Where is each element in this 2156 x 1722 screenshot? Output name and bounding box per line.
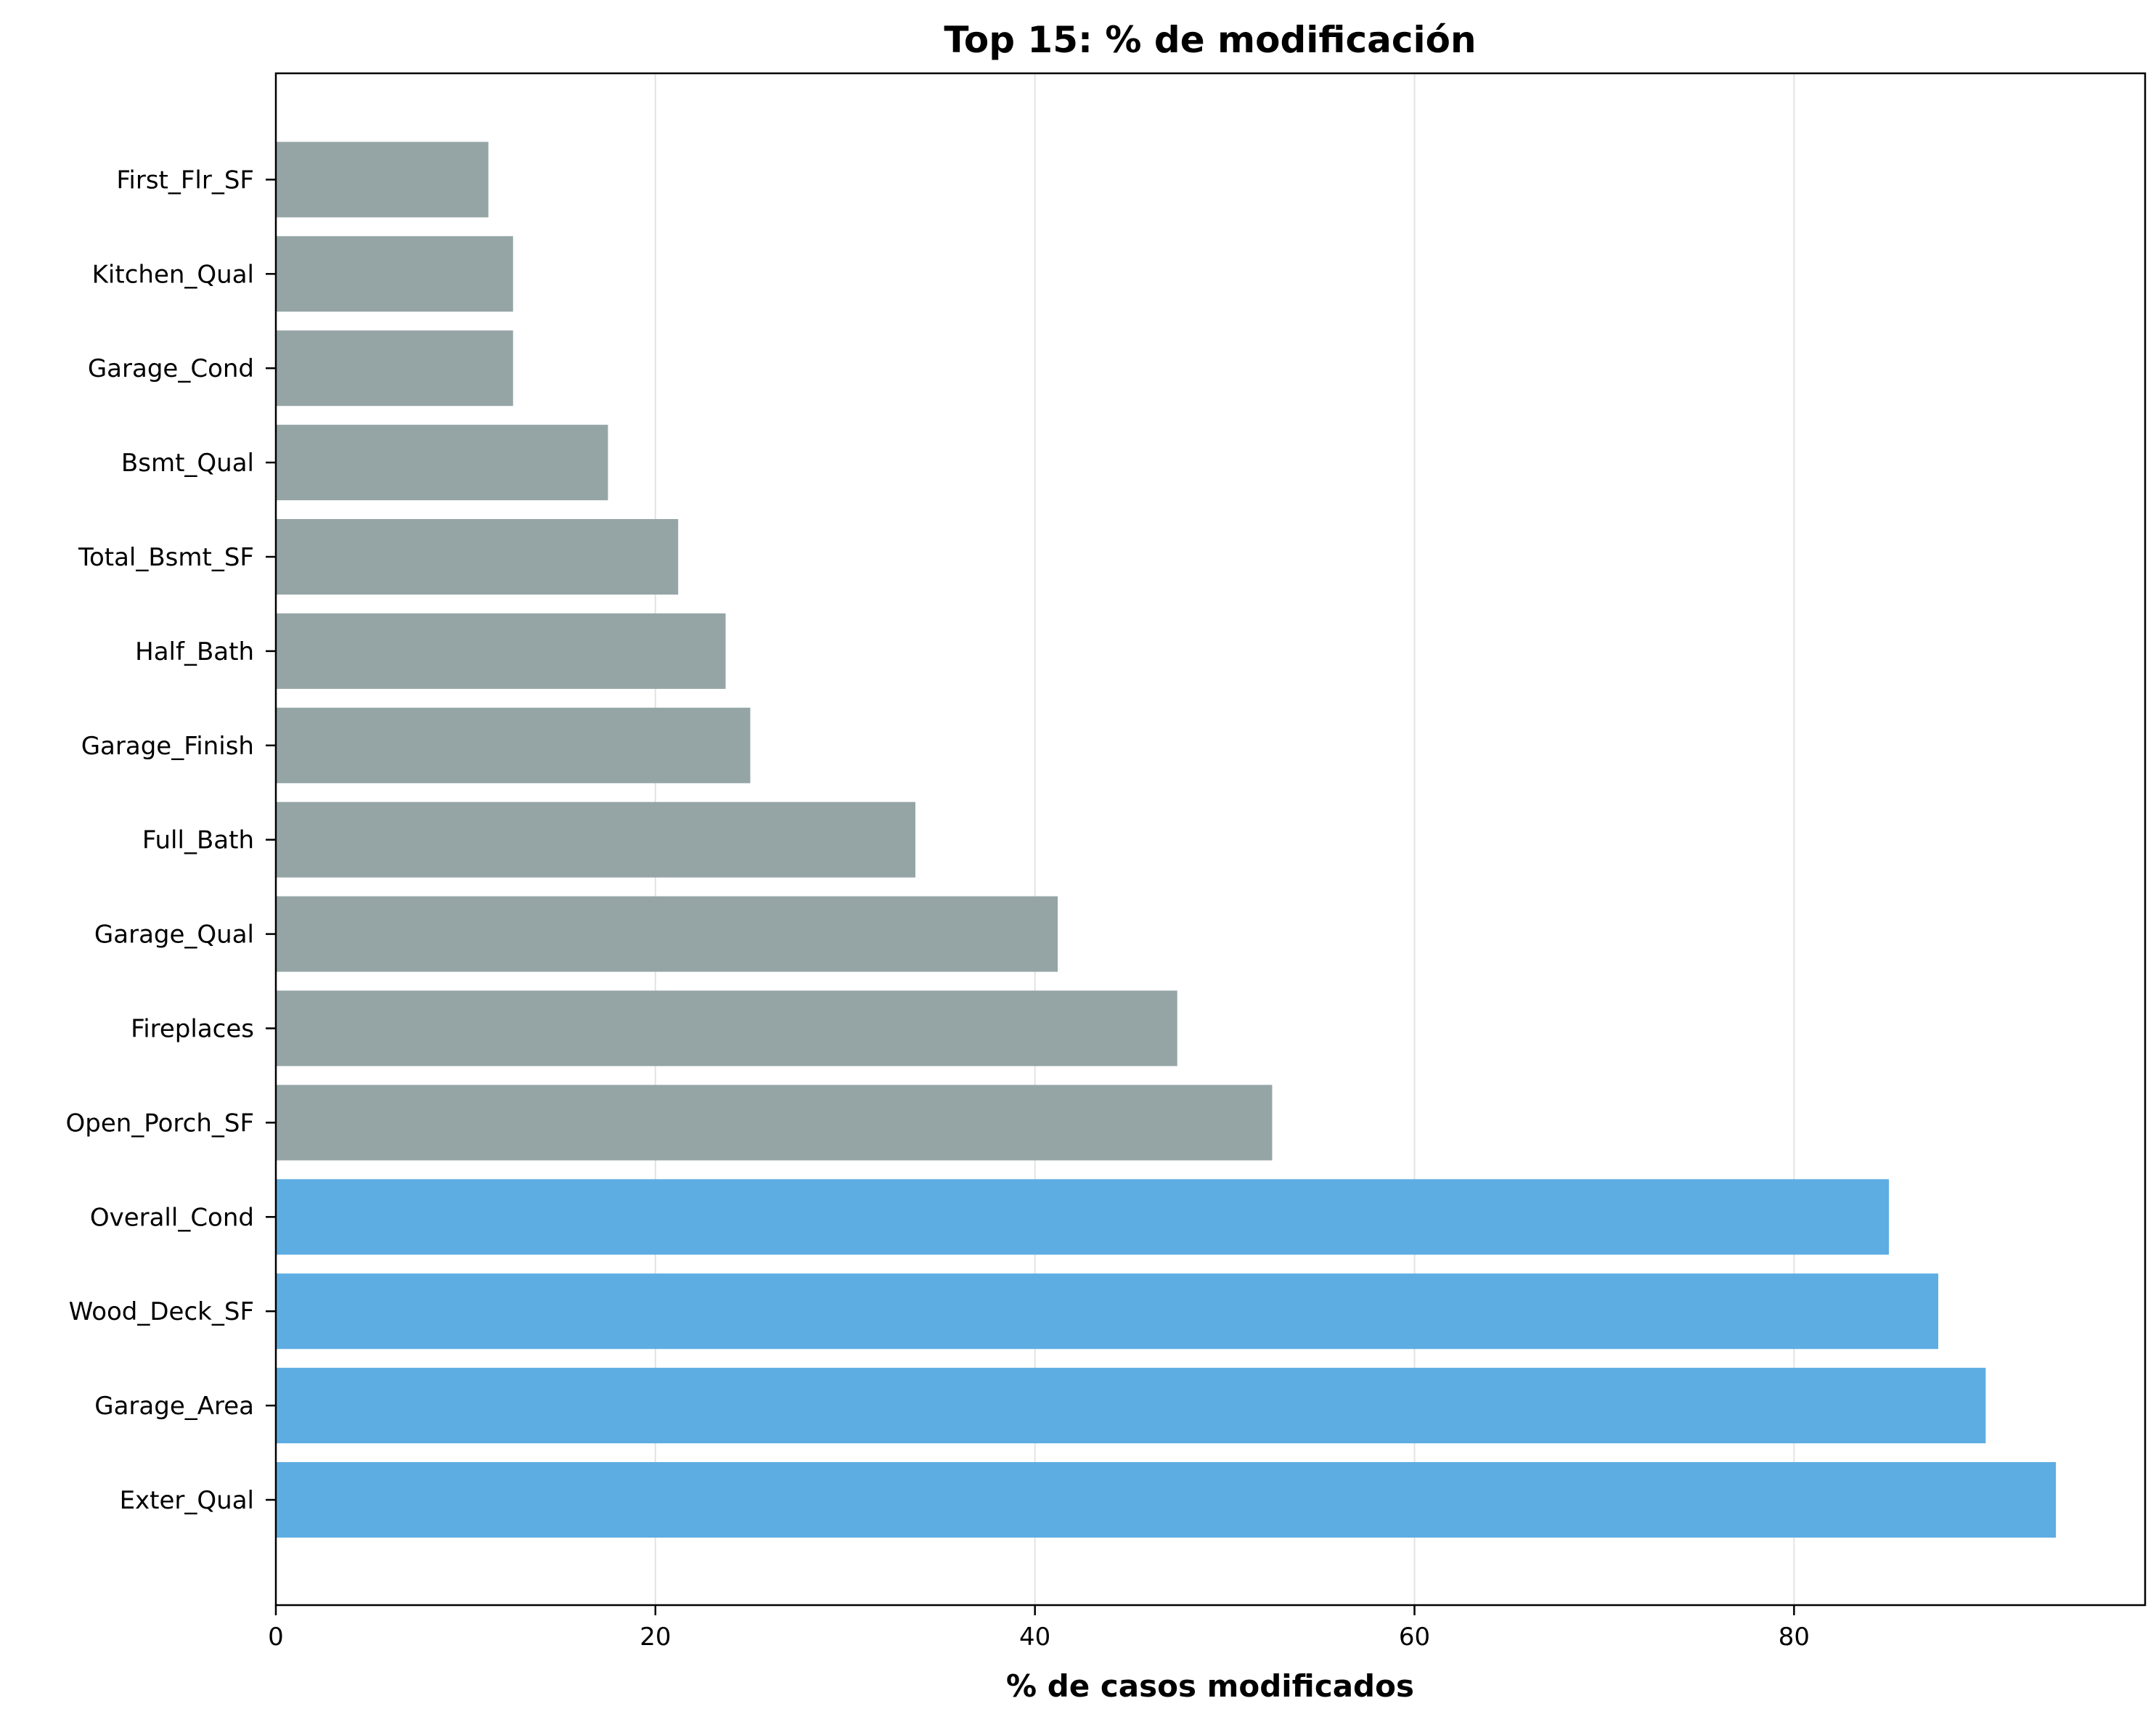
bar <box>276 1368 1986 1444</box>
bar <box>276 1179 1890 1255</box>
y-tick-label: First_Flr_SF <box>116 166 254 195</box>
bar <box>276 990 1177 1066</box>
grid-lines <box>654 73 1795 1605</box>
x-tick-label: 20 <box>640 1623 671 1652</box>
bar <box>276 801 915 878</box>
y-tick-label: Open_Porch_SF <box>65 1109 254 1138</box>
y-tick-label: Garage_Qual <box>94 921 254 950</box>
x-axis-ticks: 0 20 40 60 80 <box>268 1605 1810 1652</box>
bar <box>276 236 513 312</box>
y-tick-label: Overall_Cond <box>90 1203 254 1232</box>
y-tick-label: Garage_Cond <box>88 354 254 383</box>
bar <box>276 896 1058 972</box>
bar <box>276 707 751 783</box>
y-tick-label: Half_Bath <box>135 637 254 666</box>
y-tick-label: Bsmt_Qual <box>121 449 254 478</box>
y-tick-label: Garage_Area <box>94 1392 254 1421</box>
x-tick-label: 0 <box>268 1623 284 1652</box>
plot-frame <box>274 72 2147 1607</box>
bar <box>276 1085 1273 1161</box>
y-tick-label: Wood_Deck_SF <box>69 1297 254 1326</box>
x-tick-label: 40 <box>1019 1623 1050 1652</box>
x-axis-label: % de casos modificados <box>1006 1668 1414 1704</box>
bar <box>276 425 608 501</box>
bar <box>276 1273 1939 1350</box>
chart-title: Top 15: % de modificación <box>944 19 1476 61</box>
bar <box>276 1462 2057 1538</box>
y-tick-label: Kitchen_Qual <box>92 260 254 289</box>
y-tick-label: Fireplaces <box>131 1015 254 1044</box>
y-tick-label: Full_Bath <box>142 826 254 855</box>
y-tick-label: Exter_Qual <box>120 1486 254 1515</box>
bars <box>276 142 2057 1538</box>
y-axis-ticks: Exter_Qual Garage_Area Wood_Deck_SF Overall… <box>65 166 276 1515</box>
bar <box>276 519 679 595</box>
y-tick-label: Garage_Finish <box>81 732 254 761</box>
y-tick-label: Total_Bsmt_SF <box>78 543 254 572</box>
bar <box>276 613 726 689</box>
bar <box>276 330 513 407</box>
bar <box>276 142 489 218</box>
x-tick-label: 60 <box>1399 1623 1430 1652</box>
x-tick-label: 80 <box>1779 1623 1810 1652</box>
